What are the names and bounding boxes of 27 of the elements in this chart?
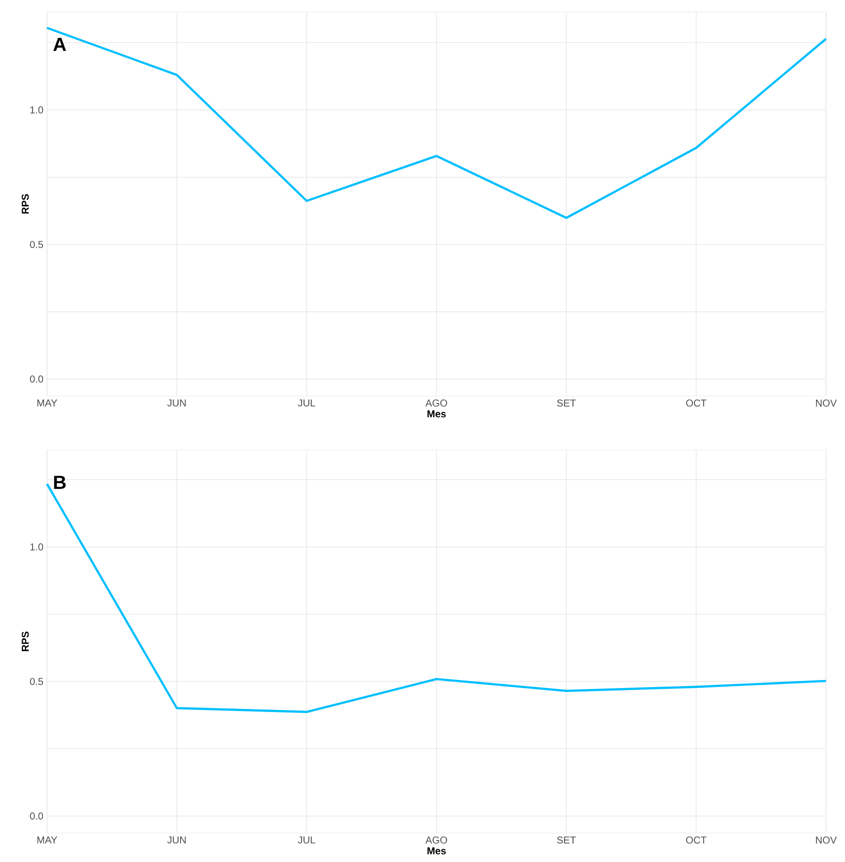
x-tick-label: MAY [37,400,58,406]
y-tick-label: 0.0 [30,812,44,820]
line-series [46,26,828,219]
y-tick-label: 1.0 [30,106,44,114]
x-tick-label: SET [557,836,576,844]
x-tick-label: OCT [686,400,706,407]
y-axis-title: RPS [22,632,29,652]
x-tick-label: AGO [425,836,448,844]
y-axis-title: RPS [22,194,29,214]
y-tick-label: 0.0 [30,376,44,383]
x-tick-label: MAY [37,836,58,844]
x-tick-label: NOV [816,836,837,844]
y-tick-label: 1.0 [30,543,44,550]
x-axis-title: Mes [427,847,446,854]
y-tick-label: 0.5 [30,678,44,685]
x-tick-label: JUN [167,836,186,844]
text: B [54,476,66,489]
y-tick-label: 0.5 [30,240,44,248]
text: A [53,38,66,51]
x-tick-label: JUL [298,836,316,844]
x-tick-label: NOV [816,400,837,407]
x-tick-label: AGO [425,400,448,407]
x-axis-title: Mes [427,410,446,418]
x-tick-label: JUN [167,400,186,406]
x-tick-label: JUL [298,400,316,406]
x-tick-label: SET [557,400,576,407]
x-tick-label: OCT [686,836,706,844]
